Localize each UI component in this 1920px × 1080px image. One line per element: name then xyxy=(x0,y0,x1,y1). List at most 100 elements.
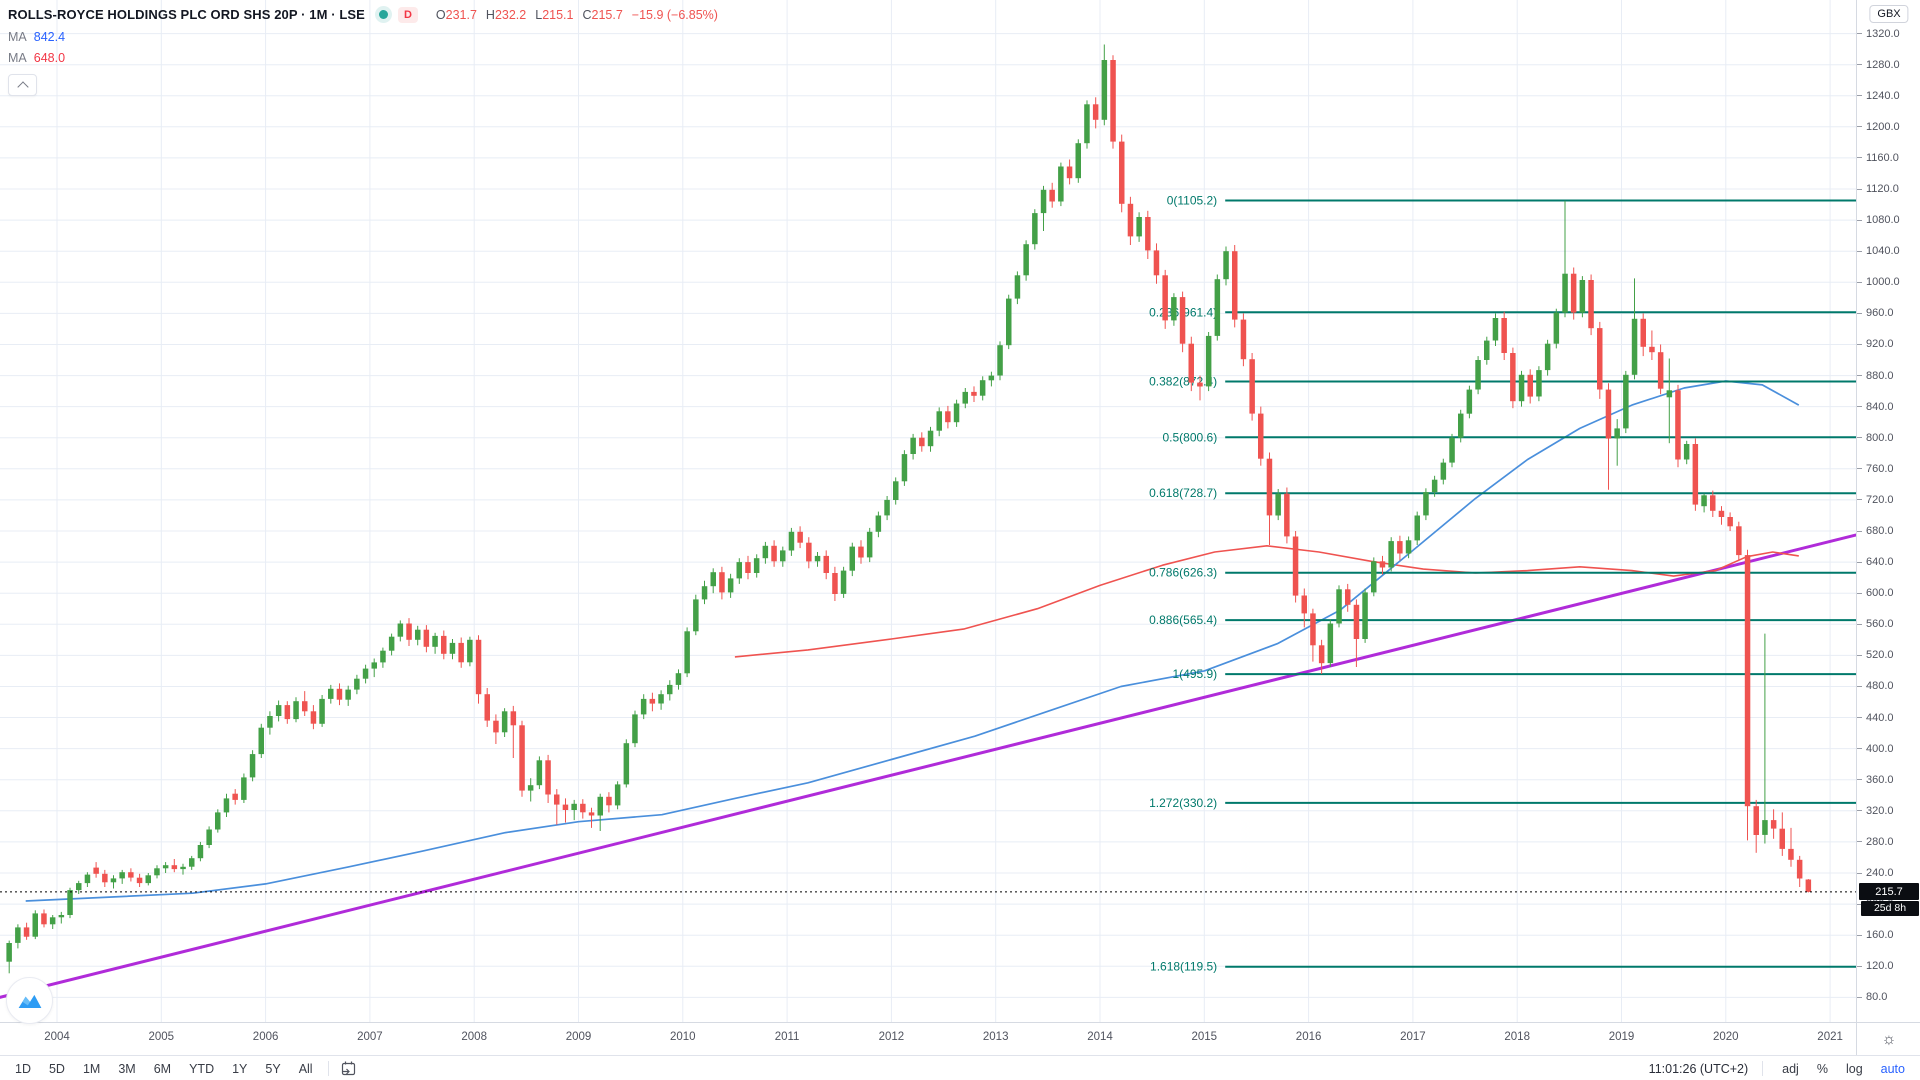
symbol-title[interactable]: ROLLS-ROYCE HOLDINGS PLC ORD SHS 20P · 1… xyxy=(8,7,365,22)
fib-retracement: 0(1105.2)0.236(961.4)0.382(872.4)0.5(800… xyxy=(1149,194,1856,974)
change-value: −15.9 (−6.85%) xyxy=(631,7,718,22)
session-clock[interactable]: 11:01:26 (UTC+2) xyxy=(1648,1061,1749,1076)
toolbar-divider xyxy=(1762,1061,1764,1076)
toggle-%[interactable]: % xyxy=(1816,1061,1828,1076)
price-tick-label: 600.0 xyxy=(1857,586,1894,600)
price-tick-label: 640.0 xyxy=(1857,555,1894,569)
price-tick-label: 240.0 xyxy=(1857,866,1894,880)
ohlc-item: H232.2 xyxy=(485,7,527,22)
year-label: 2005 xyxy=(148,1031,175,1043)
chart-legend: ROLLS-ROYCE HOLDINGS PLC ORD SHS 20P · 1… xyxy=(8,6,718,96)
price-tick-label: 800.0 xyxy=(1857,431,1894,445)
fib-label: 0(1105.2) xyxy=(1167,194,1217,208)
candlestick-chart-canvas[interactable]: 0(1105.2)0.236(961.4)0.382(872.4)0.5(800… xyxy=(0,0,1856,1022)
go-to-date-icon[interactable] xyxy=(337,1059,361,1079)
ma-label: MA xyxy=(8,51,27,65)
price-tick-label: 720.0 xyxy=(1857,493,1894,507)
price-tick-label: 480.0 xyxy=(1857,679,1894,693)
year-label: 2012 xyxy=(878,1031,905,1043)
range-button-5D[interactable]: 5D xyxy=(48,1061,65,1076)
year-label: 2016 xyxy=(1295,1031,1322,1043)
range-button-1D[interactable]: 1D xyxy=(15,1061,31,1076)
fib-label: 0.786(626.3) xyxy=(1149,566,1217,580)
candles xyxy=(6,44,1812,974)
year-label: 2008 xyxy=(461,1031,487,1043)
year-label: 2010 xyxy=(670,1031,696,1043)
chevron-up-icon xyxy=(16,80,29,93)
ma-legend-row-2[interactable]: MA 648.0 xyxy=(8,51,718,65)
range-button-1Y[interactable]: 1Y xyxy=(232,1061,248,1076)
toggle-adj[interactable]: adj xyxy=(1782,1061,1799,1076)
currency-badge: GBX xyxy=(1869,5,1909,23)
collapse-legend-button[interactable] xyxy=(8,74,37,96)
range-button-6M[interactable]: 6M xyxy=(153,1061,172,1076)
year-label: 2019 xyxy=(1608,1031,1635,1043)
year-label: 2014 xyxy=(1087,1031,1113,1043)
last-price-badge: 215.7 xyxy=(1859,883,1919,901)
ma-legend-row-1[interactable]: MA 842.4 xyxy=(8,30,718,44)
ma-label: MA xyxy=(8,30,27,44)
price-tick-label: 440.0 xyxy=(1857,711,1894,725)
ma-line-blue xyxy=(25,380,1800,902)
year-label: 2017 xyxy=(1400,1031,1426,1043)
ma-value-blue: 842.4 xyxy=(33,30,66,44)
price-tick-label: 920.0 xyxy=(1857,337,1894,351)
price-tick-label: 520.0 xyxy=(1857,648,1894,662)
date-range-selector: 1D 5D 1M 3M 6M YTD 1Y 5Y All xyxy=(8,1060,320,1078)
year-label: 2021 xyxy=(1817,1031,1843,1043)
time-axis[interactable]: 2004 2005 2006 2007 2008 2009 2010 2011 2012 2013… xyxy=(0,1022,1856,1056)
range-button-1M[interactable]: 1M xyxy=(82,1061,101,1076)
ohlc-item: L215.1 xyxy=(535,7,574,22)
price-tick-label: 400.0 xyxy=(1857,742,1894,756)
ohlc-item: C215.7 xyxy=(582,7,623,22)
price-tick-label: 1040.0 xyxy=(1857,244,1900,258)
price-tick-label: 1000.0 xyxy=(1857,275,1900,289)
year-label: 2011 xyxy=(774,1031,800,1043)
toggle-auto[interactable]: auto xyxy=(1880,1061,1905,1076)
year-label: 2006 xyxy=(252,1031,279,1043)
price-tick-label: 1080.0 xyxy=(1857,213,1900,227)
year-label: 2009 xyxy=(565,1031,592,1043)
logo-mountains-icon xyxy=(18,994,41,1008)
price-tick-label: 840.0 xyxy=(1857,400,1894,414)
range-button-3M[interactable]: 3M xyxy=(118,1061,136,1076)
delayed-data-badge[interactable]: D xyxy=(397,6,418,23)
toolbar-divider xyxy=(327,1061,329,1076)
price-tick-label: 360.0 xyxy=(1857,773,1894,787)
price-tick-label: 1160.0 xyxy=(1857,151,1899,165)
fib-label: 1.618(119.5) xyxy=(1150,960,1217,974)
range-button-5Y[interactable]: 5Y xyxy=(265,1061,281,1076)
price-tick-label: 1240.0 xyxy=(1857,89,1900,103)
year-label: 2015 xyxy=(1191,1031,1218,1043)
price-tick-label: 80.0 xyxy=(1857,990,1887,1004)
range-button-YTD[interactable]: YTD xyxy=(189,1061,215,1076)
fib-label: 1.272(330.2) xyxy=(1149,796,1217,810)
price-tick-label: 320.0 xyxy=(1857,804,1894,818)
toggle-log[interactable]: log xyxy=(1845,1061,1863,1076)
ohlc-item: O231.7 xyxy=(435,7,477,22)
year-label: 2013 xyxy=(982,1031,1009,1043)
axis-settings-icon[interactable]: ☼ xyxy=(1881,1030,1897,1048)
price-tick-label: 960.0 xyxy=(1857,306,1894,320)
year-label: 2007 xyxy=(357,1031,383,1043)
gridlines xyxy=(0,0,1856,1022)
price-tick-label: 680.0 xyxy=(1857,524,1894,538)
range-button-All[interactable]: All xyxy=(298,1061,313,1076)
price-tick-label: 160.0 xyxy=(1857,928,1894,942)
price-tick-label: 1320.0 xyxy=(1857,27,1900,41)
fib-label: 1(495.9) xyxy=(1172,667,1217,681)
bar-countdown-badge: 25d 8h xyxy=(1861,900,1919,916)
bottom-toolbar: 1D 5D 1M 3M 6M YTD 1Y 5Y All 11:01:26 (UTC+2) ad… xyxy=(0,1055,1920,1080)
fib-label: 0.886(565.4) xyxy=(1149,613,1217,627)
ohlc-values: O231.7 H232.2 L215.1 C215.7 −15.9 (−6.85%) xyxy=(436,8,718,22)
price-tick-label: 120.0 xyxy=(1857,959,1894,973)
ma-value-red: 648.0 xyxy=(33,51,66,65)
year-label: 2004 xyxy=(44,1031,70,1043)
price-tick-label: 1120.0 xyxy=(1857,182,1899,196)
price-axis[interactable]: GBX 215.7 25d 8h 80.0120.0160.0200.0240.… xyxy=(1856,0,1920,1022)
tradingview-logo[interactable] xyxy=(6,977,53,1024)
axis-settings-cell: ☼ xyxy=(1856,1022,1920,1056)
price-tick-label: 1280.0 xyxy=(1857,58,1900,72)
market-status-icon xyxy=(374,6,392,23)
